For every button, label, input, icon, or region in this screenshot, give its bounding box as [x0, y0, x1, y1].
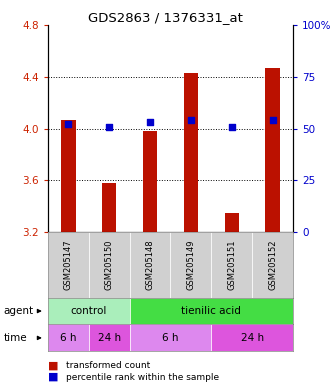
Text: 6 h: 6 h [162, 333, 179, 343]
Text: GSM205150: GSM205150 [105, 240, 114, 290]
Bar [102, 183, 117, 232]
Bar [61, 119, 75, 232]
Text: 24 h: 24 h [241, 333, 264, 343]
Bar [48, 324, 89, 351]
Bar [211, 324, 293, 351]
Bar [252, 232, 293, 298]
Text: time: time [3, 333, 27, 343]
Text: 6 h: 6 h [60, 333, 77, 343]
Text: GDS2863 / 1376331_at: GDS2863 / 1376331_at [88, 11, 243, 24]
Bar [89, 232, 130, 298]
Text: GSM205151: GSM205151 [227, 240, 236, 290]
Text: transformed count: transformed count [66, 361, 151, 370]
Text: GSM205149: GSM205149 [186, 240, 195, 290]
Point [229, 124, 234, 130]
Bar [130, 232, 170, 298]
Text: ■: ■ [48, 372, 59, 382]
Bar [224, 213, 239, 232]
Bar [48, 298, 130, 324]
Text: tienilic acid: tienilic acid [181, 306, 241, 316]
Text: GSM205147: GSM205147 [64, 240, 73, 290]
Text: percentile rank within the sample: percentile rank within the sample [66, 372, 219, 382]
Point [66, 121, 71, 127]
Point [107, 124, 112, 130]
Bar [143, 131, 157, 232]
Bar [130, 298, 293, 324]
Bar [184, 73, 198, 232]
Text: ■: ■ [48, 361, 59, 371]
Point [147, 119, 153, 126]
Bar [89, 324, 130, 351]
Text: GSM205148: GSM205148 [146, 240, 155, 290]
Bar [265, 68, 280, 232]
Text: control: control [71, 306, 107, 316]
Point [270, 117, 275, 123]
Bar [170, 232, 211, 298]
Text: agent: agent [3, 306, 33, 316]
Text: 24 h: 24 h [98, 333, 121, 343]
Bar [48, 232, 89, 298]
Text: GSM205152: GSM205152 [268, 240, 277, 290]
Bar [211, 232, 252, 298]
Bar [130, 324, 211, 351]
Point [188, 117, 194, 123]
